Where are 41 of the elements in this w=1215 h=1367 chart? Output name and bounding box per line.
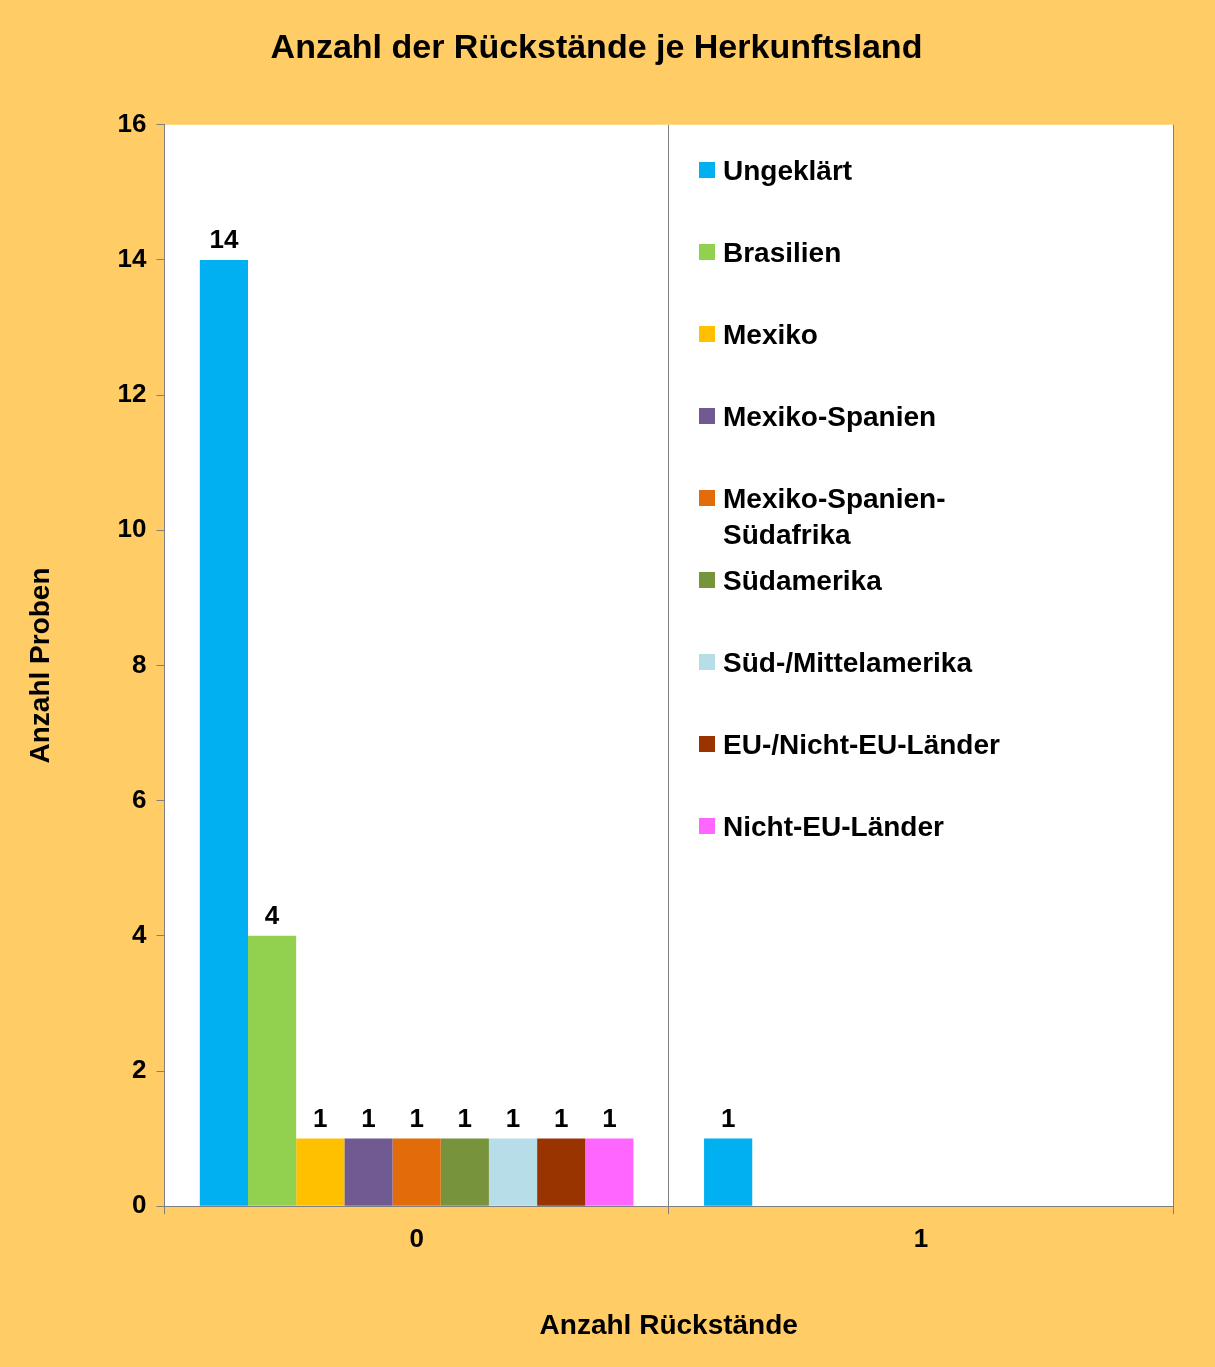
bar [704, 1138, 753, 1206]
legend-label: Nicht-EU-Länder [723, 809, 945, 844]
data-label: 1 [313, 1102, 328, 1133]
legend-label: Süd-/Mittelamerika [723, 645, 974, 680]
y-tick-label: 10 [117, 513, 147, 544]
legend-label: Mexiko-Spanien-Südafrika [723, 481, 947, 552]
data-label: 4 [264, 900, 280, 931]
bar [248, 935, 297, 1206]
legend-label: Ungeklärt [723, 153, 854, 188]
y-tick-label: 14 [117, 243, 148, 274]
legend-label: EU-/Nicht-EU-Länder [723, 727, 1001, 762]
chart-title: Anzahl der Rückstände je Herkunftsland [270, 26, 923, 65]
legend-label: Mexiko [723, 317, 819, 352]
legend-label: Brasilien [723, 235, 843, 270]
data-label: 1 [409, 1102, 424, 1133]
data-label: 1 [720, 1102, 736, 1133]
legend-label: Südamerika [723, 563, 883, 598]
y-axis-title: Anzahl Proben [23, 567, 55, 764]
bar [488, 1138, 538, 1206]
bar [537, 1138, 586, 1206]
y-tick-label: 0 [132, 1189, 147, 1220]
data-label: 1 [361, 1102, 376, 1133]
bar [440, 1138, 489, 1206]
y-tick-label: 4 [132, 919, 148, 950]
y-tick-label: 6 [132, 783, 147, 814]
y-tick-label: 16 [117, 107, 147, 138]
y-tick-label: 12 [117, 378, 147, 409]
data-label: 1 [505, 1102, 521, 1133]
y-tick-label: 8 [132, 648, 147, 679]
data-label: 1 [553, 1102, 569, 1133]
x-axis-title: Anzahl Rückstände [539, 1308, 798, 1340]
y-tick-label: 2 [132, 1054, 147, 1085]
bar [585, 1138, 634, 1206]
bar [296, 1138, 345, 1206]
bar [344, 1138, 393, 1206]
bar [199, 259, 248, 1206]
bar [392, 1138, 441, 1206]
legend-label: Mexiko-Spanien [723, 399, 938, 434]
data-label: 1 [457, 1102, 473, 1133]
data-label: 14 [209, 224, 239, 255]
data-label: 1 [602, 1102, 617, 1133]
